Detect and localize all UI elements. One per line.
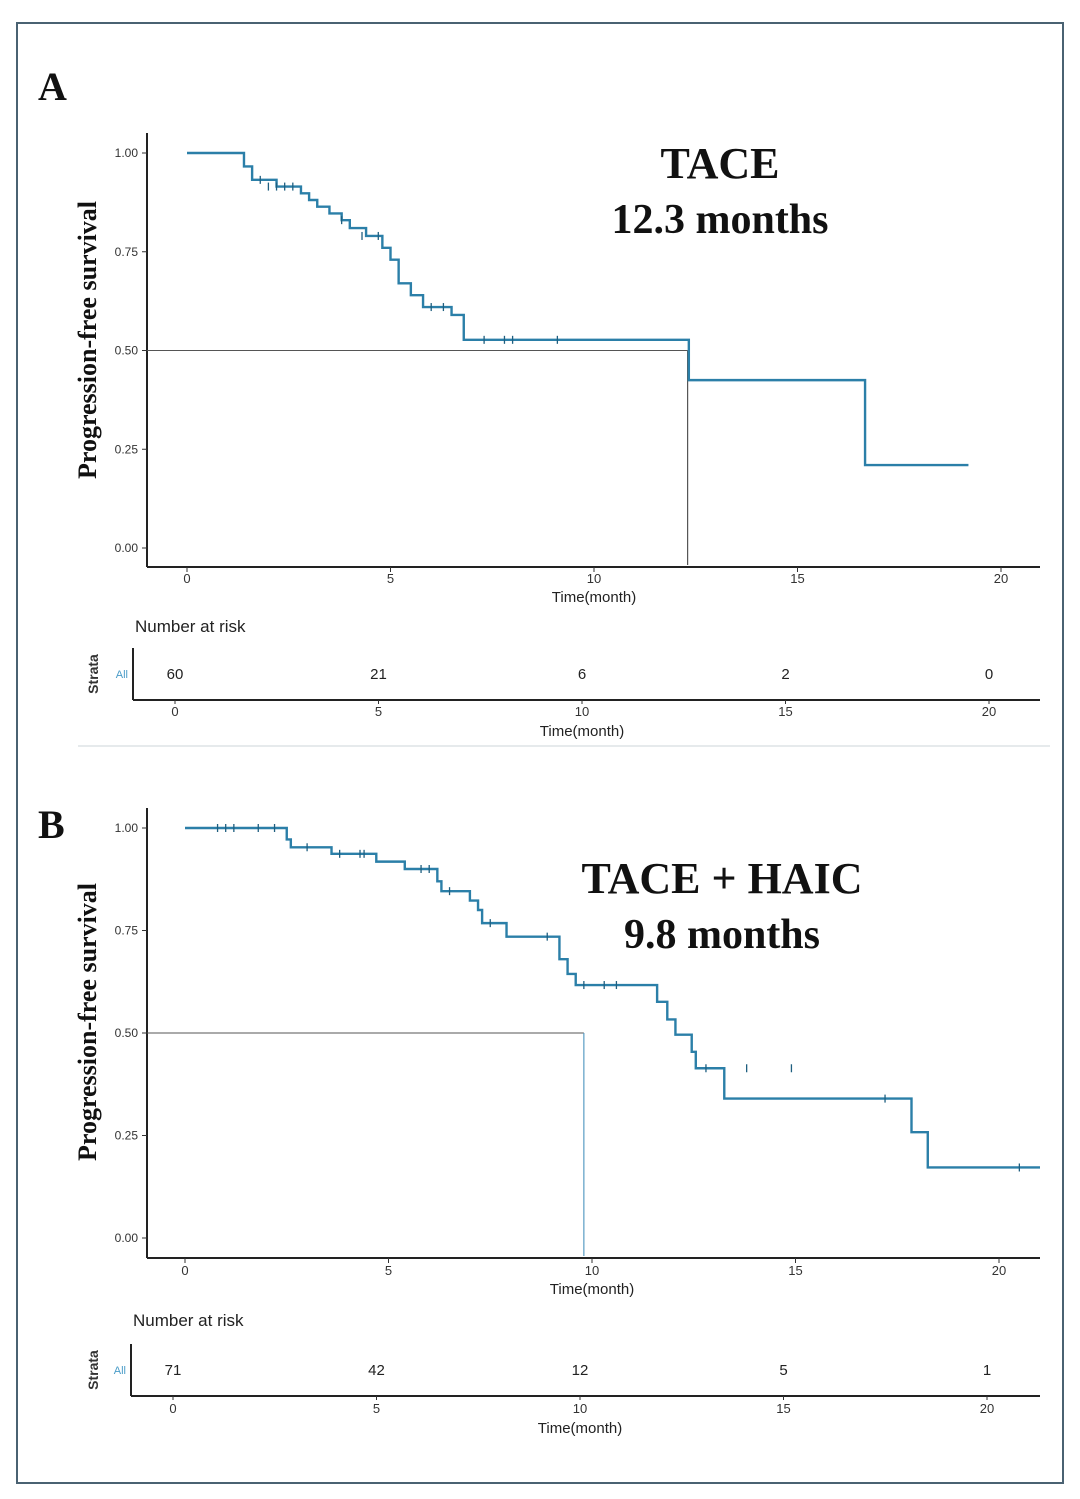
chart-title: TACE + HAIC	[582, 854, 863, 903]
x-tick-label: 20	[994, 571, 1008, 586]
survival-curve	[187, 151, 969, 467]
y-tick-label: 1.00	[115, 146, 139, 160]
y-tick-label: 0.00	[115, 1231, 139, 1245]
risk-table-title: Number at risk	[133, 1311, 244, 1330]
risk-x-tick-label: 10	[573, 1401, 587, 1416]
x-tick-label: 15	[788, 1263, 802, 1278]
y-tick-label: 0.75	[115, 924, 139, 938]
y-tick-label: 1.00	[115, 821, 139, 835]
x-axis-label: Time(month)	[552, 589, 636, 606]
y-axis-label: Progression-free survival	[73, 201, 102, 479]
risk-x-tick-label: 20	[980, 1401, 994, 1416]
risk-count: 5	[779, 1362, 787, 1379]
x-tick-label: 20	[992, 1263, 1006, 1278]
y-tick-label: 0.75	[115, 245, 139, 259]
y-tick-label: 0.00	[115, 541, 139, 555]
x-tick-label: 10	[585, 1263, 599, 1278]
x-axis-label: Time(month)	[550, 1281, 634, 1298]
y-tick-label: 0.25	[115, 1129, 139, 1143]
risk-count: 12	[572, 1362, 589, 1379]
risk-count: 42	[368, 1362, 385, 1379]
y-tick-label: 0.50	[115, 1026, 139, 1040]
risk-count: 71	[165, 1362, 182, 1379]
risk-x-tick-label: 5	[373, 1401, 380, 1416]
chart-title: TACE	[661, 139, 780, 188]
risk-x-axis-label: Time(month)	[538, 1420, 622, 1437]
x-tick-label: 5	[387, 571, 394, 586]
risk-x-tick-label: 10	[575, 704, 589, 719]
risk-count: 2	[781, 666, 789, 683]
risk-count: 6	[578, 666, 586, 683]
risk-x-tick-label: 0	[169, 1401, 176, 1416]
risk-count: 60	[167, 666, 184, 683]
x-tick-label: 0	[183, 571, 190, 586]
y-axis-label: Progression-free survival	[73, 883, 102, 1161]
median-label: 9.8 months	[624, 912, 820, 958]
strata-label: Strata	[85, 1350, 101, 1390]
risk-x-tick-label: 15	[778, 704, 792, 719]
risk-x-tick-label: 15	[776, 1401, 790, 1416]
x-tick-label: 10	[587, 571, 601, 586]
panel-b: B TACE + HAIC 9.8 months 0.00 0.25 0.50 0.75 1.…	[38, 802, 1040, 1437]
survival-curve	[185, 826, 1040, 1169]
panel-a: A TACE 12.3 months 0.00 0.25 0.50 0.75 1.00 0 5 10…	[38, 64, 1040, 740]
risk-count: 21	[370, 666, 387, 683]
x-tick-label: 15	[790, 571, 804, 586]
risk-table-title: Number at risk	[135, 617, 246, 636]
y-tick-label: 0.50	[115, 344, 139, 358]
strata-label: Strata	[85, 654, 101, 694]
panel-label: A	[38, 64, 67, 109]
risk-x-tick-label: 0	[171, 704, 178, 719]
risk-x-axis-label: Time(month)	[540, 723, 624, 740]
risk-x-tick-label: 5	[375, 704, 382, 719]
x-tick-label: 0	[181, 1263, 188, 1278]
x-tick-label: 5	[385, 1263, 392, 1278]
risk-x-tick-label: 20	[982, 704, 996, 719]
risk-count: 0	[985, 666, 993, 683]
y-tick-label: 0.25	[115, 442, 139, 456]
median-label: 12.3 months	[611, 197, 828, 243]
strata-name: All	[116, 669, 128, 681]
figure-border	[16, 22, 1064, 1484]
risk-count: 1	[983, 1362, 991, 1379]
panel-label: B	[38, 802, 65, 847]
strata-name: All	[114, 1365, 126, 1377]
